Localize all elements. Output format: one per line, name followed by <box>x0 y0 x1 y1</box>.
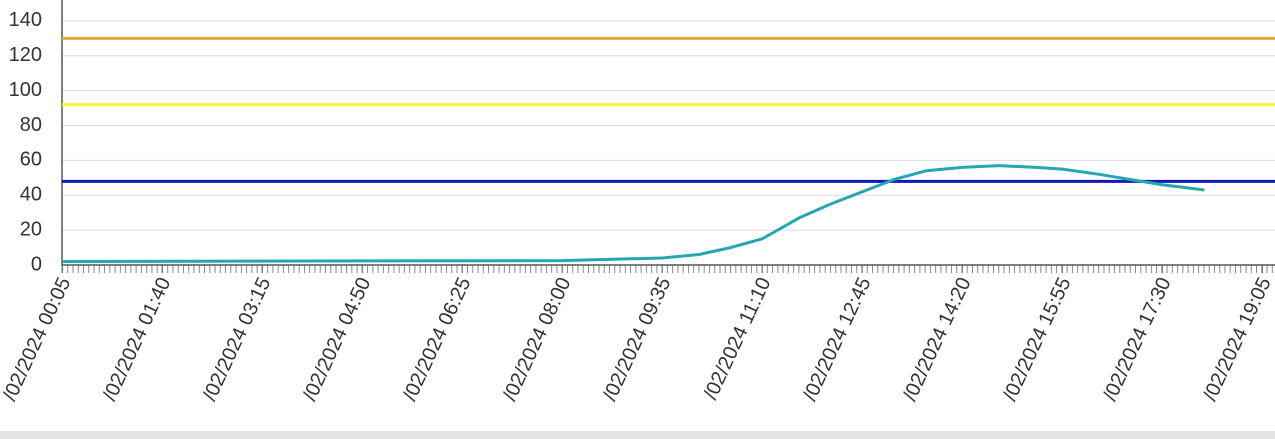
x-tick-label: /02/2024 09:35 <box>599 274 675 404</box>
bottom-bar <box>0 431 1275 439</box>
x-tick-label: /02/2024 14:20 <box>899 274 975 404</box>
x-tick-label: /02/2024 11:10 <box>700 274 776 403</box>
data-line <box>61 164 1205 263</box>
x-tick-label: /02/2024 04:50 <box>299 274 375 404</box>
x-tick-label: /02/2024 19:05 <box>1199 274 1275 404</box>
x-tick-label: /02/2024 00:05 <box>0 274 75 404</box>
x-tick-label: /02/2024 03:15 <box>199 274 275 404</box>
y-tick-label: 100 <box>9 79 42 101</box>
y-tick-label: 40 <box>20 184 42 206</box>
x-tick-label: /02/2024 12:45 <box>799 274 875 404</box>
x-tick-label: /02/2024 01:40 <box>99 274 175 404</box>
y-tick-label: 80 <box>20 114 42 136</box>
y-tick-label: 140 <box>9 9 42 31</box>
y-tick-label: 60 <box>20 149 42 171</box>
y-tick-label: 120 <box>9 44 42 66</box>
y-tick-label: 20 <box>20 218 42 240</box>
x-tick-label: /02/2024 15:55 <box>999 274 1075 404</box>
minor-ticks <box>62 265 1275 273</box>
y-tick-label: 0 <box>31 253 42 275</box>
x-tick-label: /02/2024 06:25 <box>399 274 475 404</box>
x-tick-label: /02/2024 08:00 <box>499 274 575 404</box>
x-tick-label: /02/2024 17:30 <box>1099 274 1175 404</box>
